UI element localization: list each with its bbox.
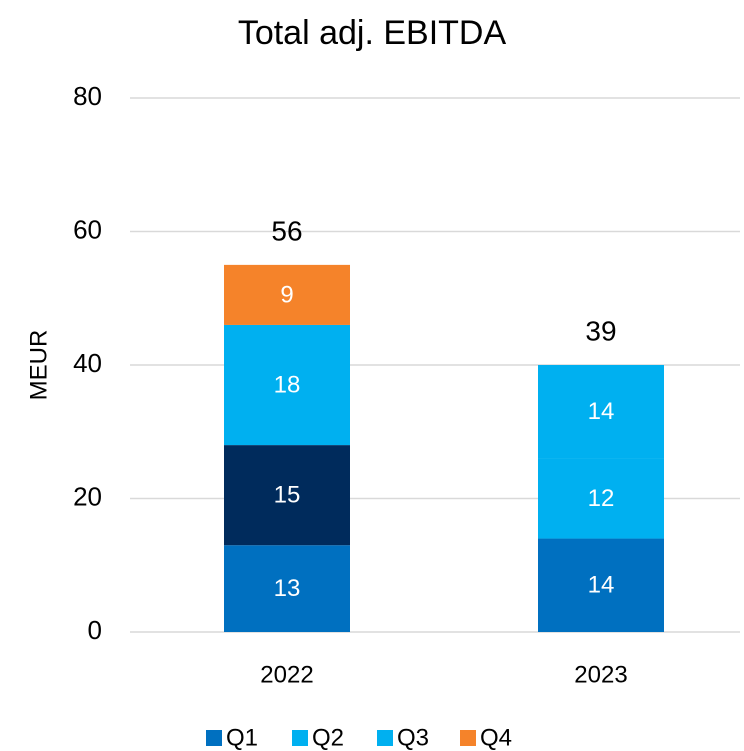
data-label: 14: [588, 572, 615, 599]
y-axis-label: MEUR: [25, 330, 52, 401]
data-label: 13: [274, 575, 301, 602]
total-label: 39: [585, 315, 616, 346]
legend-swatch: [292, 730, 308, 746]
x-tick-label: 2023: [574, 661, 627, 688]
bar-segment: [224, 445, 350, 546]
legend-label: Q3: [397, 724, 429, 751]
legend-label: Q4: [480, 724, 512, 751]
legend-swatch: [460, 730, 476, 746]
bar-segment: [224, 264, 350, 325]
data-label: 15: [274, 482, 301, 509]
legend-label: Q1: [226, 724, 258, 751]
bar-segment: [538, 365, 664, 459]
legend-swatch: [206, 730, 222, 746]
data-label: 12: [588, 485, 615, 512]
bar-segment: [224, 324, 350, 446]
data-label: 14: [588, 398, 615, 425]
legend-swatch: [377, 730, 393, 746]
data-label: 18: [274, 371, 301, 398]
data-label: 9: [280, 281, 293, 308]
x-tick-label: 2022: [260, 661, 313, 688]
bar-segment: [224, 545, 350, 632]
bar-segment: [538, 538, 664, 632]
chart-title: Total adj. EBITDA: [238, 14, 507, 52]
y-tick-label: 60: [73, 214, 102, 244]
y-tick-label: 20: [73, 481, 102, 511]
legend-label: Q2: [312, 724, 344, 751]
y-tick-label: 0: [88, 615, 102, 645]
y-tick-label: 80: [73, 81, 102, 111]
bar-segment: [538, 458, 664, 539]
total-label: 56: [271, 215, 302, 246]
y-tick-label: 40: [73, 348, 102, 378]
